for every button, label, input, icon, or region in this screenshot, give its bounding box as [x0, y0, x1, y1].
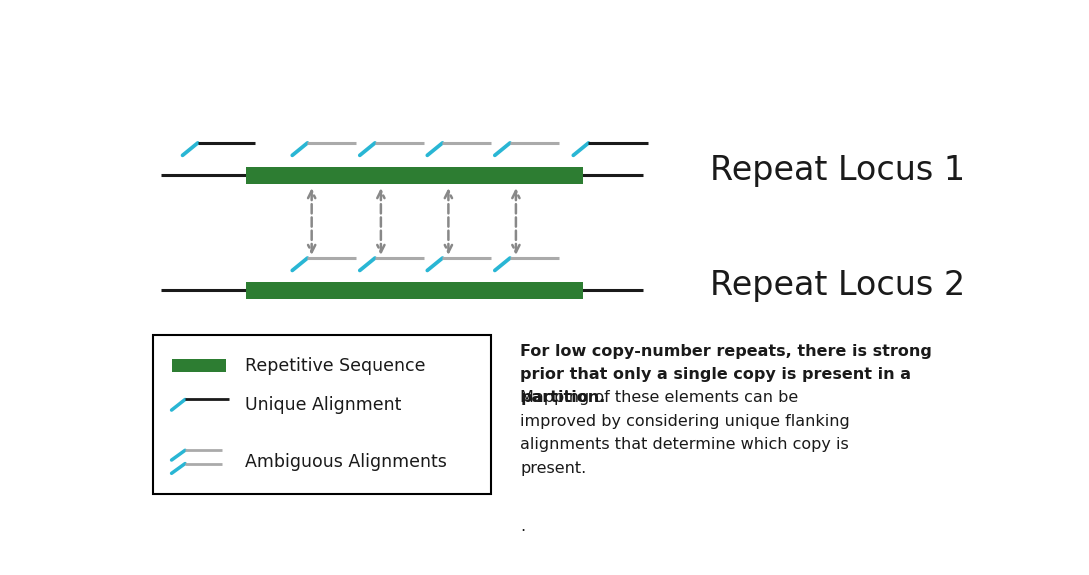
Text: present.: present.: [521, 461, 586, 476]
Text: Repetitive Sequence: Repetitive Sequence: [245, 356, 426, 375]
Bar: [246, 167, 584, 183]
Text: partition.: partition.: [521, 390, 605, 405]
Text: Mapping of these elements can be: Mapping of these elements can be: [521, 390, 798, 405]
Text: Ambiguous Alignments: Ambiguous Alignments: [245, 453, 446, 471]
Text: Repeat Locus 1: Repeat Locus 1: [710, 154, 965, 187]
Text: improved by considering unique flanking: improved by considering unique flanking: [521, 414, 849, 429]
Text: For low copy-number repeats, there is strong: For low copy-number repeats, there is st…: [521, 343, 932, 358]
Text: Unique Alignment: Unique Alignment: [245, 396, 402, 414]
Bar: [172, 359, 227, 372]
Text: alignments that determine which copy is: alignments that determine which copy is: [521, 438, 849, 453]
Bar: [246, 282, 584, 299]
Text: prior that only a single copy is present in a: prior that only a single copy is present…: [521, 367, 911, 382]
Bar: [152, 335, 490, 494]
Text: Repeat Locus 2: Repeat Locus 2: [710, 270, 965, 302]
Text: .: .: [521, 519, 525, 535]
